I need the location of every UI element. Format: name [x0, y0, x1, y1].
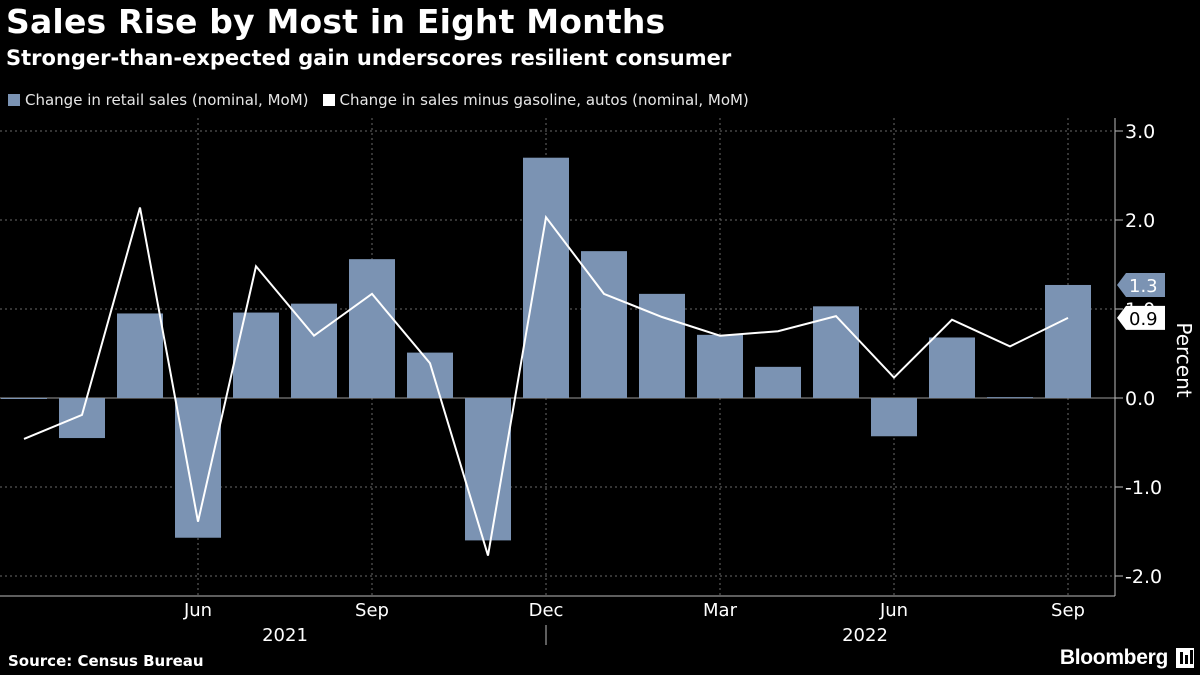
legend-label-retail-sales: Change in retail sales (nominal, MoM) [25, 91, 309, 109]
bar-retail-sales [1, 398, 47, 399]
legend-item-retail-sales: Change in retail sales (nominal, MoM) [8, 91, 309, 109]
y-tick-label: 3.0 [1125, 121, 1155, 143]
y-tick-label: 2.0 [1125, 210, 1155, 232]
bar-retail-sales [349, 259, 395, 398]
value-label-retail-sales: 1.3 [1117, 272, 1165, 297]
legend-swatch-bar [8, 94, 20, 106]
x-tick-label: Jun [183, 600, 212, 621]
y-tick-label: -2.0 [1125, 566, 1162, 588]
y-tick-label: -1.0 [1125, 477, 1162, 499]
value-label-text: 0.9 [1129, 309, 1158, 330]
x-year-label: 2022 [842, 625, 888, 646]
value-label-core-sales: 0.9 [1117, 305, 1165, 330]
value-label-box [1117, 305, 1165, 330]
source-note: Source: Census Bureau [8, 652, 204, 670]
x-year-label: 2021 [262, 625, 308, 646]
bar-retail-sales [581, 251, 627, 398]
legend: Change in retail sales (nominal, MoM) Ch… [8, 91, 763, 109]
y-tick-label: 0.0 [1125, 388, 1155, 410]
bar-retail-sales [175, 398, 221, 538]
y-axis-title: Percent [1172, 322, 1196, 397]
bar-retail-sales [697, 334, 743, 398]
bar-retail-sales [813, 306, 859, 398]
bloomberg-logo: Bloomberg [1059, 646, 1168, 669]
bar-retail-sales [871, 398, 917, 437]
bar-retail-sales [755, 366, 801, 398]
legend-item-core-sales: Change in sales minus gasoline, autos (n… [322, 91, 749, 109]
bar-retail-sales [59, 398, 105, 439]
legend-swatch-line [322, 94, 335, 106]
bar-retail-sales [523, 157, 569, 398]
bar-retail-sales [407, 352, 453, 398]
chart-title: Sales Rise by Most in Eight Months [6, 2, 666, 41]
bloomberg-terminal-icon [1176, 648, 1194, 668]
x-tick-label: Sep [1051, 600, 1085, 621]
bar-retail-sales [465, 398, 511, 541]
legend-label-core-sales: Change in sales minus gasoline, autos (n… [339, 91, 749, 109]
x-tick-label: Dec [529, 600, 564, 621]
bar-retail-sales [987, 397, 1033, 399]
x-tick-label: Mar [703, 600, 738, 621]
bar-retail-sales [233, 312, 279, 398]
chart-subtitle: Stronger-than-expected gain underscores … [6, 46, 732, 70]
value-label-box [1117, 272, 1165, 297]
bar-retail-sales [291, 303, 337, 398]
value-label-text: 1.3 [1129, 276, 1158, 297]
bar-retail-sales [1045, 284, 1091, 398]
bar-retail-sales [117, 313, 163, 398]
x-tick-label: Jun [879, 600, 908, 621]
bar-retail-sales [639, 293, 685, 398]
x-tick-label: Sep [355, 600, 389, 621]
bar-retail-sales [929, 337, 975, 398]
